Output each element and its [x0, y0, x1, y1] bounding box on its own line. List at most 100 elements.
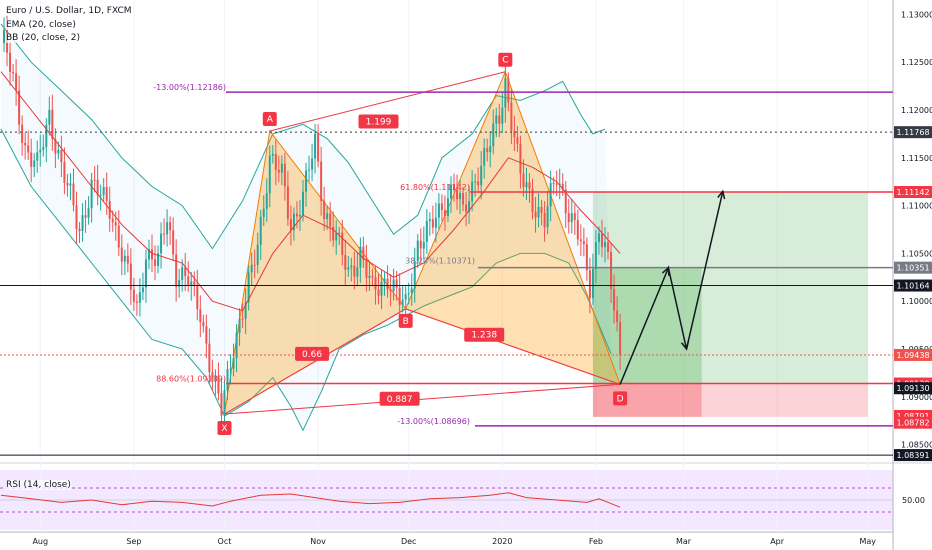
candle-body [588, 270, 591, 299]
point-label: C [502, 56, 508, 66]
candle-body [549, 183, 552, 207]
ema-legend: EMA (20, close) [6, 20, 76, 30]
candle-body [274, 153, 277, 170]
pattern-leg-xd [224, 383, 621, 415]
rsi-legend: RSI (14, close) [6, 480, 71, 490]
candle-body [341, 232, 344, 256]
candle-body [431, 219, 434, 228]
candle-body [241, 318, 244, 320]
candle-body [259, 216, 262, 245]
candle-body [144, 259, 147, 288]
candle-body [36, 152, 39, 161]
candle-body [434, 217, 437, 228]
candle-body [428, 219, 431, 222]
candle-body [54, 139, 57, 154]
candle-body [21, 124, 24, 143]
candle-body [495, 115, 498, 124]
candle-body [465, 204, 468, 212]
candle-body [235, 332, 238, 359]
candle-body [163, 233, 166, 235]
candle-body [558, 183, 561, 185]
candle-body [616, 310, 619, 323]
candle-body [446, 198, 449, 217]
candle-body [610, 251, 613, 290]
candle-body [75, 205, 78, 229]
candle-body [607, 242, 610, 252]
candle-body [78, 228, 81, 232]
price-badge-label: 1.08391 [896, 451, 929, 460]
point-badge [498, 52, 513, 67]
candle-body [462, 193, 465, 205]
candle-body [93, 179, 96, 181]
candle-body [377, 289, 380, 296]
rsi-label: RSI (14, close) [6, 480, 71, 490]
candle-body [45, 124, 48, 148]
ratio-label: 0.66 [302, 350, 322, 360]
price-tick-label: 1.11500 [901, 154, 932, 163]
candle-body [613, 289, 616, 311]
candle-body [440, 203, 443, 211]
stop-zone-inner [592, 383, 702, 417]
candle-body [389, 289, 392, 292]
candle-body [314, 133, 317, 159]
candle-body [15, 73, 18, 91]
candle-body [561, 183, 564, 190]
symbol-legend: Euro / U.S. Dollar, 1D, FXCM [6, 6, 132, 16]
candle-body [380, 282, 383, 296]
candle-body [280, 163, 283, 173]
price-badge [894, 261, 932, 274]
candle-body [220, 393, 223, 416]
candle-body [374, 277, 377, 290]
candle-body [87, 208, 90, 218]
candle-body [223, 390, 226, 416]
bb-label: BB (20, close, 2) [6, 33, 81, 43]
candle-body [362, 246, 365, 260]
candle-body [413, 261, 416, 289]
point-badge [217, 421, 232, 436]
candle-body [594, 242, 597, 270]
price-badge-label: 1.08791 [896, 412, 929, 421]
ratio-label: 0.887 [387, 395, 413, 405]
candle-body [187, 276, 190, 286]
candle-body [160, 233, 163, 254]
candle-body [283, 163, 286, 187]
candle-body [292, 213, 295, 231]
candle-body [498, 115, 501, 124]
candle-body [172, 230, 175, 255]
price-badge-label: 1.11142 [896, 188, 929, 197]
candle-body [323, 200, 326, 219]
candle-body [126, 255, 129, 264]
candle-body [181, 267, 184, 281]
point-label: A [267, 115, 274, 125]
candle-body [190, 281, 193, 286]
candle-body [81, 215, 84, 232]
candle-body [105, 187, 108, 201]
candle-body [211, 372, 214, 381]
ratio-label: 1.199 [366, 117, 392, 127]
candle-body [256, 244, 259, 265]
candle-body [582, 241, 585, 245]
candle-body [359, 246, 362, 268]
ema-line [0, 71, 621, 312]
candle-body [157, 253, 160, 266]
bollinger-fill [1, 23, 611, 431]
candle-body [286, 186, 289, 219]
candle-body [33, 160, 36, 167]
candle-body [305, 170, 308, 192]
candle-body [69, 183, 72, 186]
price-badge [894, 279, 932, 292]
candle-body [552, 183, 555, 185]
bollinger-lower [0, 128, 612, 432]
point-label: D [617, 394, 624, 404]
fib-label: 61.80%(1.11142) [400, 183, 470, 192]
candle-body [401, 299, 404, 305]
candle-body [268, 155, 271, 194]
candle-body [114, 222, 117, 226]
candle-body [459, 193, 462, 200]
candle-body [356, 267, 359, 277]
price-tick-label: 1.13000 [901, 10, 932, 19]
candle-body [302, 191, 304, 216]
candle-body [425, 221, 428, 242]
candle-body [365, 259, 368, 278]
